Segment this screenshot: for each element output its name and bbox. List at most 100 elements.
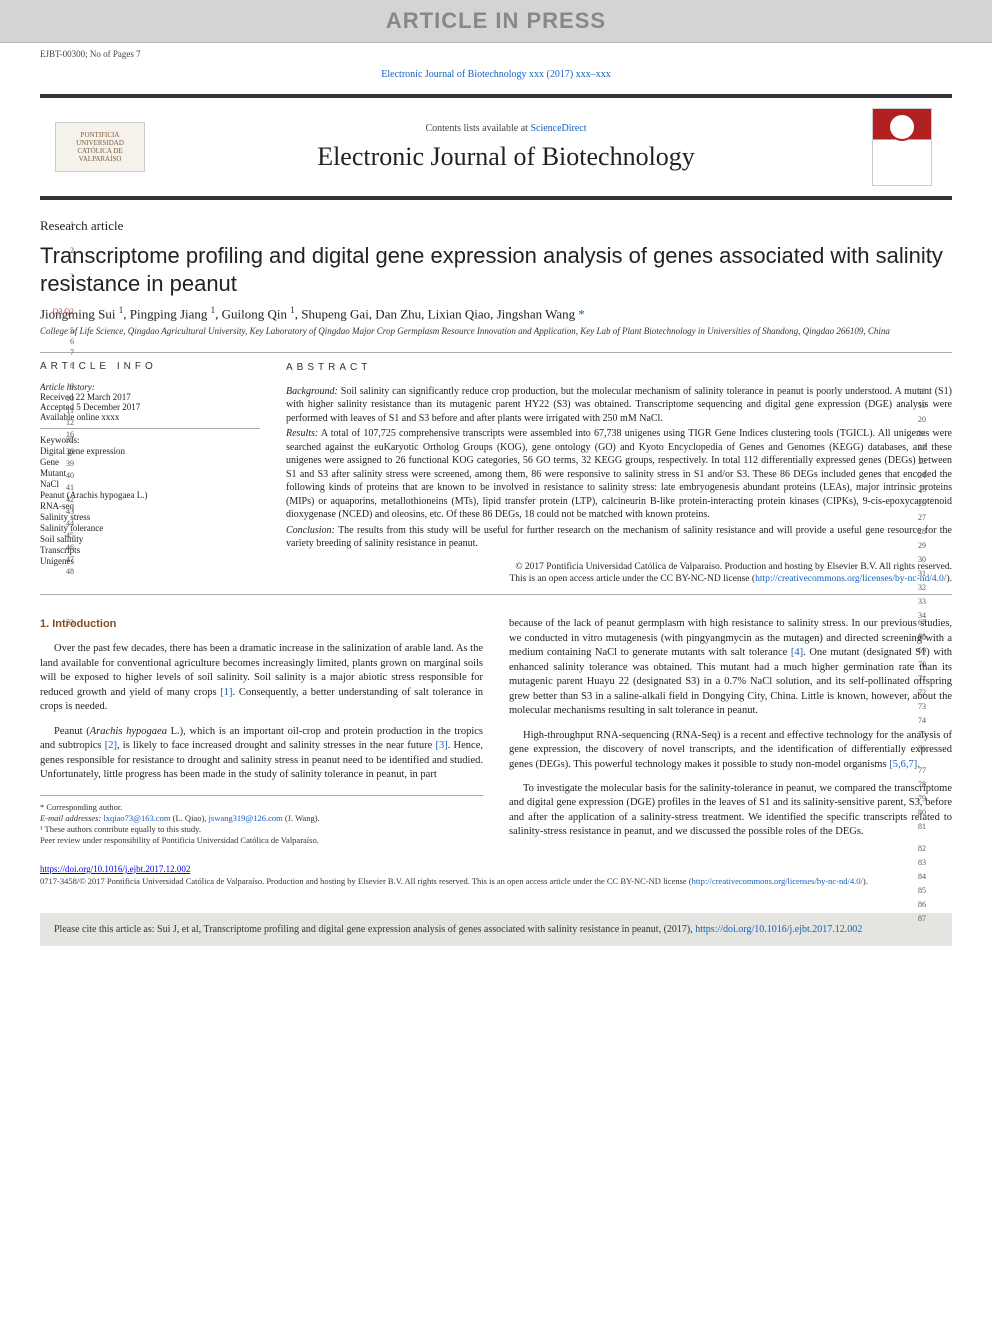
line-number: 37 <box>46 435 74 444</box>
divider <box>40 352 952 353</box>
abstract-conclusion-text: The results from this study will be usef… <box>286 525 952 550</box>
email-link[interactable]: lxqiao73@163.com <box>103 813 170 823</box>
line-number: 48 <box>46 567 74 576</box>
line-number: 9 <box>46 382 74 391</box>
doi-link[interactable]: https://doi.org/10.1016/j.ejbt.2017.12.0… <box>40 864 190 874</box>
line-number: 12 <box>46 418 74 427</box>
article-info-column: 8 ARTICLE INFO 9 10 11 12 16 Article his… <box>40 361 260 586</box>
university-logo: PONTIFICIA UNIVERSIDAD CATÓLICA DE VALPA… <box>55 122 145 172</box>
line-number: 53 <box>46 617 74 628</box>
publisher-logo-area: PONTIFICIA UNIVERSIDAD CATÓLICA DE VALPA… <box>40 122 160 172</box>
line-number: 33 <box>918 597 946 608</box>
line-number: 78 <box>918 779 946 790</box>
body-text: Peanut ( <box>54 726 90 737</box>
masthead: PONTIFICIA UNIVERSIDAD CATÓLICA DE VALPA… <box>40 94 952 200</box>
line-number: 27 <box>918 513 946 524</box>
line-number: 67 <box>918 617 946 628</box>
journal-cover-area <box>852 108 952 186</box>
line-number: 28 <box>918 527 946 538</box>
email-owner: (J. Wang). <box>283 813 320 823</box>
copyright-footer: 0717-3458/© 2017 Pontificia Universidad … <box>40 876 952 887</box>
body-left-column: 53 1. Introduction Over the past few dec… <box>40 617 483 850</box>
line-number: 86 <box>918 899 946 910</box>
line-number: 11 <box>46 406 74 415</box>
citation-link[interactable]: [2] <box>105 740 117 751</box>
citation-link[interactable]: [5,6,7] <box>889 759 917 770</box>
line-number: 83 <box>918 857 946 868</box>
line-number: 3 <box>46 272 74 281</box>
journal-title: Electronic Journal of Biotechnology <box>160 142 852 172</box>
line-number: 87 <box>918 913 946 924</box>
sciencedirect-link[interactable]: ScienceDirect <box>530 123 586 134</box>
citation-link[interactable]: [1] <box>220 687 232 698</box>
line-number: 40 <box>46 471 74 480</box>
line-number: 39 <box>46 459 74 468</box>
journal-ref-line: Electronic Journal of Biotechnology xxx … <box>0 69 992 80</box>
abstract-conclusion-label: Conclusion: <box>286 525 335 536</box>
body-text: High-throughput RNA-sequencing (RNA-Seq)… <box>509 730 952 770</box>
line-number: 41 <box>46 483 74 492</box>
line-number: 7 <box>46 348 74 357</box>
author-list: Jiongming Sui 1, Pingping Jiang 1, Guilo… <box>40 305 952 322</box>
line-number: 72 <box>918 687 946 698</box>
line-number: 75 <box>918 729 946 740</box>
divider <box>40 594 952 595</box>
line-number: 79 <box>918 793 946 804</box>
citation-doi-link[interactable]: https://doi.org/10.1016/j.ejbt.2017.12.0… <box>695 924 862 935</box>
line-number: 74 <box>918 715 946 726</box>
line-number: 81 <box>918 821 946 832</box>
copyright-text: ). <box>863 876 868 886</box>
line-number: 43 <box>46 507 74 516</box>
body-text: , is likely to face increased drought an… <box>117 740 436 751</box>
line-number: 68 <box>918 631 946 642</box>
line-number: 71 <box>918 673 946 684</box>
line-number: 20 <box>918 415 946 426</box>
species-name: Arachis hypogaea <box>90 726 167 737</box>
abstract-copyright-line1: © 2017 Pontificia Universidad Católica d… <box>286 561 952 574</box>
body-two-column: 53 1. Introduction Over the past few dec… <box>40 617 952 850</box>
citation-link[interactable]: [3] <box>435 740 447 751</box>
peer-review-note: Peer review under responsibility of Pont… <box>40 835 483 846</box>
corresponding-author-note: * Corresponding author. <box>40 802 483 813</box>
line-number: 73 <box>918 701 946 712</box>
abstract-background-text: Soil salinity can significantly reduce c… <box>286 386 952 424</box>
line-number: 10 <box>46 394 74 403</box>
license-link[interactable]: http://creativecommons.org/licenses/by-n… <box>692 876 863 886</box>
line-number: 38 <box>46 447 74 456</box>
body-paragraph: To investigate the molecular basis for t… <box>509 782 952 840</box>
journal-ref-link[interactable]: Electronic Journal of Biotechnology xxx … <box>381 69 610 80</box>
copyright-text: 0717-3458/© 2017 Pontificia Universidad … <box>40 876 692 886</box>
journal-cover-thumbnail <box>872 108 932 186</box>
contents-prefix: Contents lists available at <box>425 123 530 134</box>
body-paragraph: because of the lack of peanut germplasm … <box>509 617 952 718</box>
line-number: 25 <box>918 485 946 496</box>
abstract-column: ABSTRACT Background: Soil salinity can s… <box>286 361 952 586</box>
footnotes-block: * Corresponding author. E-mail addresses… <box>40 795 483 846</box>
proof-query-label: Q3 Q2 <box>38 307 74 316</box>
line-number: 84 <box>918 871 946 882</box>
in-press-banner: ARTICLE IN PRESS <box>0 0 992 43</box>
line-number: 47 <box>46 555 74 564</box>
line-number: 77 <box>918 765 946 776</box>
line-number: 45 <box>46 531 74 540</box>
line-number: 82 <box>918 843 946 854</box>
line-number: 31 <box>918 569 946 580</box>
line-number: 8 <box>46 361 74 370</box>
abstract-license-prefix: This is an open access article under the… <box>509 574 755 584</box>
body-right-column: because of the lack of peanut germplasm … <box>509 617 952 850</box>
line-number: 70 <box>918 659 946 670</box>
line-number: 18 <box>918 387 946 398</box>
line-number: 5 <box>46 326 74 335</box>
line-number: 1 <box>46 220 74 229</box>
citation-link[interactable]: [4] <box>791 647 803 658</box>
page-info: EJBT-00300; No of Pages 7 <box>0 43 992 61</box>
citation-text: Please cite this article as: Sui J, et a… <box>54 924 695 935</box>
citation-box: Please cite this article as: Sui J, et a… <box>40 913 952 947</box>
line-number: 76 <box>918 743 946 754</box>
line-number: 2 <box>46 246 74 255</box>
contents-available-line: Contents lists available at ScienceDirec… <box>160 123 852 134</box>
line-number: 46 <box>46 543 74 552</box>
doi-line: https://doi.org/10.1016/j.ejbt.2017.12.0… <box>40 864 952 874</box>
email-link[interactable]: jswang319@126.com <box>209 813 283 823</box>
abstract-results-label: Results: <box>286 428 318 439</box>
